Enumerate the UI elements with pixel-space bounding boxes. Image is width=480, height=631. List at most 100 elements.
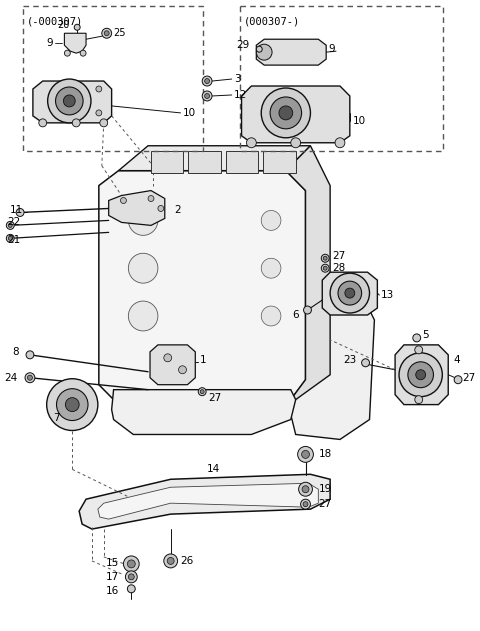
Polygon shape <box>256 39 326 65</box>
Text: 20: 20 <box>57 20 69 30</box>
Text: 14: 14 <box>207 464 220 475</box>
Circle shape <box>56 87 83 115</box>
Text: 19: 19 <box>318 484 332 494</box>
Circle shape <box>72 119 80 127</box>
Circle shape <box>64 50 70 56</box>
Text: 29: 29 <box>236 40 250 50</box>
Polygon shape <box>119 146 311 170</box>
Text: 18: 18 <box>318 449 332 459</box>
Text: 25: 25 <box>114 28 126 38</box>
Circle shape <box>415 346 423 354</box>
Circle shape <box>413 334 420 342</box>
Circle shape <box>74 24 80 30</box>
Circle shape <box>299 482 312 496</box>
Circle shape <box>303 502 308 507</box>
Circle shape <box>123 556 139 572</box>
Circle shape <box>202 76 212 86</box>
Circle shape <box>415 396 423 404</box>
Circle shape <box>291 138 300 148</box>
Circle shape <box>164 554 178 568</box>
Circle shape <box>301 451 310 458</box>
Circle shape <box>198 387 206 396</box>
Polygon shape <box>241 86 350 143</box>
Text: 10: 10 <box>182 108 196 118</box>
Circle shape <box>246 138 256 148</box>
Text: 11: 11 <box>10 206 24 215</box>
Circle shape <box>128 301 158 331</box>
Text: 15: 15 <box>106 558 120 568</box>
Circle shape <box>300 499 311 509</box>
Bar <box>151 151 183 173</box>
Circle shape <box>128 253 158 283</box>
Polygon shape <box>286 146 330 399</box>
Circle shape <box>100 119 108 127</box>
Polygon shape <box>79 475 330 529</box>
Text: 17: 17 <box>106 572 120 582</box>
Circle shape <box>96 86 102 92</box>
Circle shape <box>256 46 262 52</box>
Circle shape <box>256 44 272 60</box>
Circle shape <box>323 256 327 260</box>
Text: 7: 7 <box>53 413 60 423</box>
Text: 16: 16 <box>106 586 120 596</box>
Circle shape <box>321 254 329 262</box>
Circle shape <box>261 211 281 230</box>
Text: 10: 10 <box>353 116 366 126</box>
Bar <box>226 151 258 173</box>
Polygon shape <box>99 170 306 399</box>
Text: 6: 6 <box>292 310 299 320</box>
Polygon shape <box>98 483 318 519</box>
Circle shape <box>128 574 134 580</box>
Circle shape <box>104 31 109 36</box>
Circle shape <box>102 28 112 38</box>
Circle shape <box>261 258 281 278</box>
Text: 9: 9 <box>328 44 335 54</box>
Circle shape <box>204 78 210 83</box>
Text: 21: 21 <box>7 235 21 245</box>
Circle shape <box>338 281 361 305</box>
Polygon shape <box>108 191 165 225</box>
Circle shape <box>127 560 135 568</box>
Text: 5: 5 <box>423 330 429 340</box>
Circle shape <box>416 370 426 380</box>
Circle shape <box>345 288 355 298</box>
Text: 27: 27 <box>332 251 345 261</box>
Text: 28: 28 <box>332 263 345 273</box>
Text: 23: 23 <box>344 355 357 365</box>
Circle shape <box>270 97 301 129</box>
Text: 27: 27 <box>208 392 221 403</box>
Circle shape <box>27 375 33 380</box>
Circle shape <box>321 264 329 272</box>
Text: 13: 13 <box>381 290 395 300</box>
Circle shape <box>303 306 312 314</box>
Circle shape <box>279 106 293 120</box>
Circle shape <box>39 119 47 127</box>
Text: 1: 1 <box>200 355 207 365</box>
Circle shape <box>127 585 135 593</box>
Circle shape <box>261 306 281 326</box>
Circle shape <box>158 206 164 211</box>
Circle shape <box>8 223 12 227</box>
Polygon shape <box>150 345 195 385</box>
Circle shape <box>179 366 186 374</box>
Polygon shape <box>395 345 448 404</box>
Circle shape <box>298 446 313 463</box>
Polygon shape <box>291 280 374 439</box>
Circle shape <box>80 50 86 56</box>
Circle shape <box>167 557 174 564</box>
Circle shape <box>361 359 370 367</box>
Circle shape <box>6 234 14 242</box>
Polygon shape <box>64 33 86 53</box>
Circle shape <box>48 79 91 123</box>
Circle shape <box>65 398 79 411</box>
Circle shape <box>47 379 98 430</box>
Circle shape <box>164 354 172 362</box>
Circle shape <box>335 138 345 148</box>
Circle shape <box>26 351 34 359</box>
Circle shape <box>399 353 443 397</box>
Bar <box>189 151 221 173</box>
Circle shape <box>200 390 204 394</box>
Circle shape <box>454 375 462 384</box>
Text: 27: 27 <box>318 499 332 509</box>
Text: 3: 3 <box>234 74 240 84</box>
